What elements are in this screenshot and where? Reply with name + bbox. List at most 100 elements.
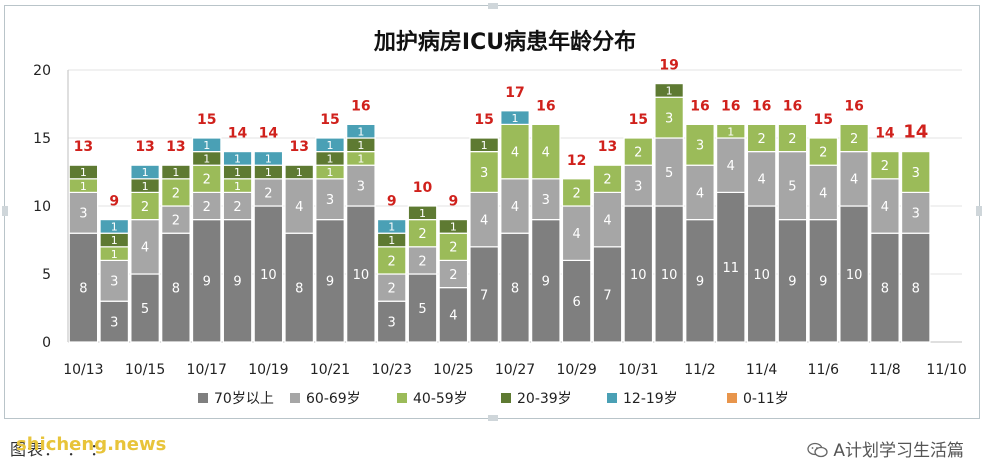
bar-segment-label: 1 xyxy=(450,221,457,234)
x-tick-label: 10/19 xyxy=(248,362,288,378)
bar-segment-label: 1 xyxy=(203,139,210,152)
bar-segment-label: 1 xyxy=(234,166,241,179)
bar-total-label: 16 xyxy=(752,98,771,114)
bar-total-label: 13 xyxy=(135,139,154,155)
bar-segment-label: 4 xyxy=(757,173,765,188)
bar-total-label: 13 xyxy=(74,139,93,155)
bar-segment xyxy=(469,137,499,153)
resize-handle-bottom[interactable] xyxy=(488,415,498,421)
bar-segment xyxy=(900,191,931,234)
bar-segment xyxy=(191,219,222,343)
bar-segment-label: 4 xyxy=(850,173,858,188)
bar-segment xyxy=(561,259,592,343)
bar-segment xyxy=(900,232,931,343)
bar-segment xyxy=(191,137,222,153)
bar-segment xyxy=(68,191,99,234)
bar-segment-label: 1 xyxy=(111,248,118,261)
bar-segment-label: 1 xyxy=(357,139,364,152)
bar-segment xyxy=(346,164,376,207)
bar-segment xyxy=(191,164,222,193)
bar-segment-label: 10 xyxy=(630,268,647,283)
bar-segment-label: 2 xyxy=(819,146,827,161)
bar-total-label: 15 xyxy=(320,112,339,128)
bar-segment-label: 3 xyxy=(110,275,118,290)
bar-segment-label: 1 xyxy=(203,153,210,166)
bar-segment-label: 9 xyxy=(203,275,211,290)
wechat-icon xyxy=(807,442,829,458)
bar-segment-label: 1 xyxy=(80,180,87,193)
bar-segment-label: 6 xyxy=(573,295,581,310)
bar-segment-label: 3 xyxy=(912,166,920,181)
bar-segment-label: 10 xyxy=(661,268,678,283)
bar-segment-label: 2 xyxy=(388,254,396,269)
bar-segment xyxy=(253,178,284,207)
legend-label: 40-59岁 xyxy=(413,391,468,407)
legend-label: 12-19岁 xyxy=(623,391,678,407)
legend-swatch xyxy=(727,393,737,403)
x-tick-label: 11/2 xyxy=(684,362,715,378)
bar-segment-label: 2 xyxy=(233,200,241,215)
bar-segment-label: 1 xyxy=(512,112,519,125)
bar-segment xyxy=(900,151,931,194)
bar-segment-label: 1 xyxy=(234,180,241,193)
bar-segment xyxy=(777,123,808,153)
x-tick-label: 11/10 xyxy=(926,362,966,378)
bar-segment xyxy=(284,178,314,234)
bar-segment-label: 2 xyxy=(788,132,796,147)
bar-segment-label: 1 xyxy=(481,139,488,152)
bar-segment xyxy=(469,191,499,248)
bar-segment-label: 2 xyxy=(603,173,611,188)
bar-segment-label: 10 xyxy=(353,268,370,283)
bar-segment-label: 1 xyxy=(234,153,241,166)
bar-total-label: 16 xyxy=(536,98,555,114)
resize-handle-left[interactable] xyxy=(2,206,8,216)
bar-segment-label: 1 xyxy=(419,207,426,220)
brand-text: A计划学习生活篇 xyxy=(833,441,964,461)
bar-segment xyxy=(654,96,684,139)
bar-segment-label: 3 xyxy=(326,193,334,208)
bar-segment xyxy=(99,219,130,234)
bar-segment-label: 2 xyxy=(203,173,211,188)
x-tick-label: 11/6 xyxy=(808,362,840,378)
bar-total-label: 15 xyxy=(197,112,216,128)
resize-handle-right[interactable] xyxy=(976,206,982,216)
y-tick-label: 20 xyxy=(33,63,51,79)
bar-segment xyxy=(407,273,438,343)
chart: 加护病房ICU病患年龄分布051015208311133311195421113… xyxy=(33,29,967,407)
bar-segment xyxy=(284,164,314,180)
x-tick-label: 10/17 xyxy=(187,362,227,378)
bar-segment-label: 8 xyxy=(912,282,920,297)
x-tick-label: 10/23 xyxy=(372,362,412,378)
bar-segment-label: 4 xyxy=(727,159,735,174)
bar-segment-label: 4 xyxy=(449,309,457,324)
bar-segment-label: 2 xyxy=(573,186,581,201)
bar-segment-label: 3 xyxy=(357,180,365,195)
bar-segment xyxy=(130,191,160,221)
bar-segment-label: 10 xyxy=(260,268,277,283)
bar-segment-label: 4 xyxy=(881,200,889,215)
bar-segment xyxy=(716,137,746,194)
bar-segment-label: 11 xyxy=(723,261,740,276)
y-tick-label: 5 xyxy=(42,267,51,283)
y-tick-label: 10 xyxy=(33,199,51,215)
bar-segment xyxy=(438,232,469,261)
legend-label: 60-69岁 xyxy=(306,391,361,407)
x-tick-label: 10/21 xyxy=(310,362,350,378)
bar-segment-label: 2 xyxy=(449,241,457,256)
legend-label: 0-11岁 xyxy=(743,391,789,407)
bar-segment-label: 1 xyxy=(388,234,395,247)
bar-segment-label: 7 xyxy=(603,288,611,303)
bar-segment xyxy=(870,151,900,180)
bar-segment-label: 2 xyxy=(850,132,858,147)
legend-swatch xyxy=(198,393,208,403)
bar-segment xyxy=(654,137,684,207)
bar-segment-label: 9 xyxy=(696,275,704,290)
bar-segment xyxy=(808,137,839,166)
bar-segment xyxy=(561,178,592,207)
bar-total-label: 14 xyxy=(228,126,248,142)
x-tick-label: 11/8 xyxy=(869,362,900,378)
resize-handle-top[interactable] xyxy=(488,3,498,9)
bar-total-label: 15 xyxy=(814,112,833,128)
bar-segment xyxy=(531,123,561,180)
bar-segment-label: 3 xyxy=(696,139,704,154)
